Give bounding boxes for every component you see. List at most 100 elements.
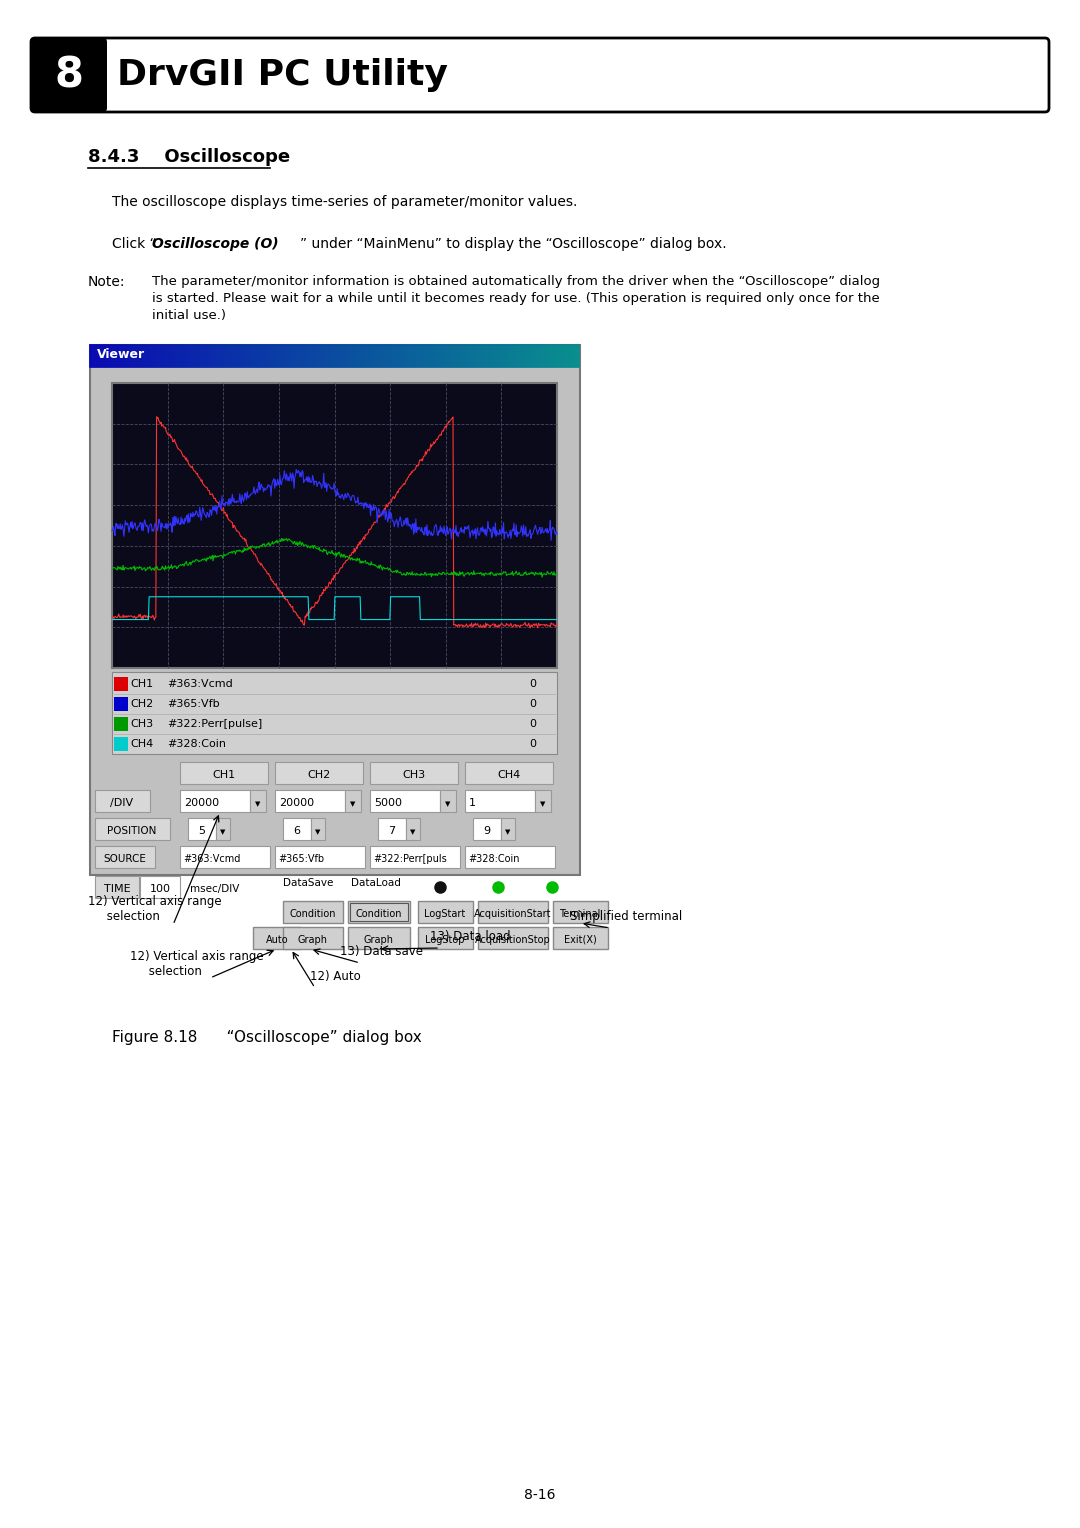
Text: The parameter/monitor information is obtained automatically from the driver when: The parameter/monitor information is obt… xyxy=(152,275,880,287)
Text: /DIV: /DIV xyxy=(110,798,134,808)
Bar xyxy=(370,762,458,784)
Bar xyxy=(465,762,553,784)
Text: ▼: ▼ xyxy=(350,801,355,807)
Text: Viewer: Viewer xyxy=(97,348,145,361)
Text: CH1: CH1 xyxy=(130,678,153,689)
Bar xyxy=(95,790,150,811)
Bar xyxy=(348,902,410,923)
Text: DataSave: DataSave xyxy=(283,879,334,888)
Text: 13) Data load: 13) Data load xyxy=(430,931,511,943)
Text: ” under “MainMenu” to display the “Oscilloscope” dialog box.: ” under “MainMenu” to display the “Oscil… xyxy=(300,237,727,251)
Text: ▼: ▼ xyxy=(410,830,416,834)
FancyBboxPatch shape xyxy=(31,38,107,112)
Text: SOURCE: SOURCE xyxy=(104,854,147,863)
Text: Exit(X): Exit(X) xyxy=(564,935,596,944)
Text: 1: 1 xyxy=(469,798,476,808)
Text: 0: 0 xyxy=(529,678,536,689)
Bar xyxy=(275,762,363,784)
Text: #363:Vcmd: #363:Vcmd xyxy=(183,854,241,863)
Text: 13) Data save: 13) Data save xyxy=(340,944,423,958)
Bar xyxy=(553,902,608,923)
Text: 8.4.3    Oscilloscope: 8.4.3 Oscilloscope xyxy=(87,148,291,167)
Text: Terminal: Terminal xyxy=(559,909,600,918)
Bar xyxy=(114,736,129,750)
Text: #328:Coin: #328:Coin xyxy=(167,740,226,749)
Text: #365:Vfb: #365:Vfb xyxy=(167,698,219,709)
Bar xyxy=(188,817,216,840)
Text: AcquisitionStop: AcquisitionStop xyxy=(475,935,551,944)
Text: is started. Please wait for a while until it becomes ready for use. (This operat: is started. Please wait for a while unti… xyxy=(152,292,880,306)
Bar xyxy=(440,790,456,811)
Text: Simplified terminal: Simplified terminal xyxy=(570,911,683,923)
Bar xyxy=(180,762,268,784)
Text: Oscilloscope (O): Oscilloscope (O) xyxy=(152,237,279,251)
Text: #328:Coin: #328:Coin xyxy=(468,854,519,863)
Bar xyxy=(180,790,249,811)
Bar xyxy=(370,790,440,811)
Bar xyxy=(465,847,555,868)
Bar xyxy=(180,847,270,868)
Text: AcquisitionStart: AcquisitionStart xyxy=(474,909,552,918)
Bar xyxy=(473,817,501,840)
Text: 7: 7 xyxy=(389,827,395,836)
Text: ▼: ▼ xyxy=(505,830,511,834)
Text: 0: 0 xyxy=(529,720,536,729)
Text: 20000: 20000 xyxy=(279,798,314,808)
Text: DataLoad: DataLoad xyxy=(351,879,401,888)
Text: CH1: CH1 xyxy=(213,770,235,779)
Text: initial use.): initial use.) xyxy=(152,309,226,322)
Text: CH2: CH2 xyxy=(308,770,330,779)
Bar xyxy=(249,790,266,811)
Text: ▼: ▼ xyxy=(220,830,226,834)
Bar xyxy=(311,817,325,840)
Bar xyxy=(95,847,156,868)
Text: 100: 100 xyxy=(149,885,171,894)
Text: 5000: 5000 xyxy=(374,798,402,808)
Text: Condition: Condition xyxy=(355,909,402,918)
Text: The oscilloscope displays time-series of parameter/monitor values.: The oscilloscope displays time-series of… xyxy=(112,196,578,209)
Bar xyxy=(216,817,230,840)
Text: ▼: ▼ xyxy=(315,830,321,834)
Bar xyxy=(114,697,129,711)
Bar xyxy=(90,345,580,876)
Text: CH3: CH3 xyxy=(130,720,153,729)
Text: CH3: CH3 xyxy=(403,770,426,779)
Text: #365:Vfb: #365:Vfb xyxy=(278,854,324,863)
Bar xyxy=(35,41,103,108)
Bar xyxy=(478,902,548,923)
FancyBboxPatch shape xyxy=(31,38,1049,112)
Text: ▼: ▼ xyxy=(255,801,260,807)
Text: CH2: CH2 xyxy=(130,698,153,709)
Bar xyxy=(535,790,551,811)
Bar xyxy=(114,677,129,691)
Text: POSITION: POSITION xyxy=(107,827,157,836)
Bar xyxy=(95,817,170,840)
Bar xyxy=(283,902,343,923)
Bar xyxy=(406,817,420,840)
Text: ▼: ▼ xyxy=(445,801,450,807)
Bar xyxy=(275,847,365,868)
Bar xyxy=(140,876,180,898)
Text: Note:: Note: xyxy=(87,275,125,289)
Bar xyxy=(418,927,473,949)
Text: LogStop: LogStop xyxy=(426,935,464,944)
Bar xyxy=(370,847,460,868)
Text: #363:Vcmd: #363:Vcmd xyxy=(167,678,233,689)
Text: #322:Perr[puls: #322:Perr[puls xyxy=(373,854,447,863)
Text: Auto: Auto xyxy=(266,935,288,944)
Text: DrvGII PC Utility: DrvGII PC Utility xyxy=(117,58,448,92)
Text: Click “: Click “ xyxy=(112,237,157,251)
Text: 8: 8 xyxy=(54,53,83,96)
Text: TIME: TIME xyxy=(104,885,131,894)
Bar xyxy=(283,817,311,840)
Text: ▼: ▼ xyxy=(540,801,545,807)
Text: #322:Perr[pulse]: #322:Perr[pulse] xyxy=(167,720,262,729)
Text: 12) Vertical axis range
     selection: 12) Vertical axis range selection xyxy=(87,895,221,923)
Bar xyxy=(478,927,548,949)
Text: CH4: CH4 xyxy=(130,740,153,749)
Bar xyxy=(275,790,345,811)
Text: 0: 0 xyxy=(529,698,536,709)
Text: 9: 9 xyxy=(484,827,490,836)
Bar xyxy=(253,927,301,949)
Text: 8-16: 8-16 xyxy=(524,1488,556,1502)
